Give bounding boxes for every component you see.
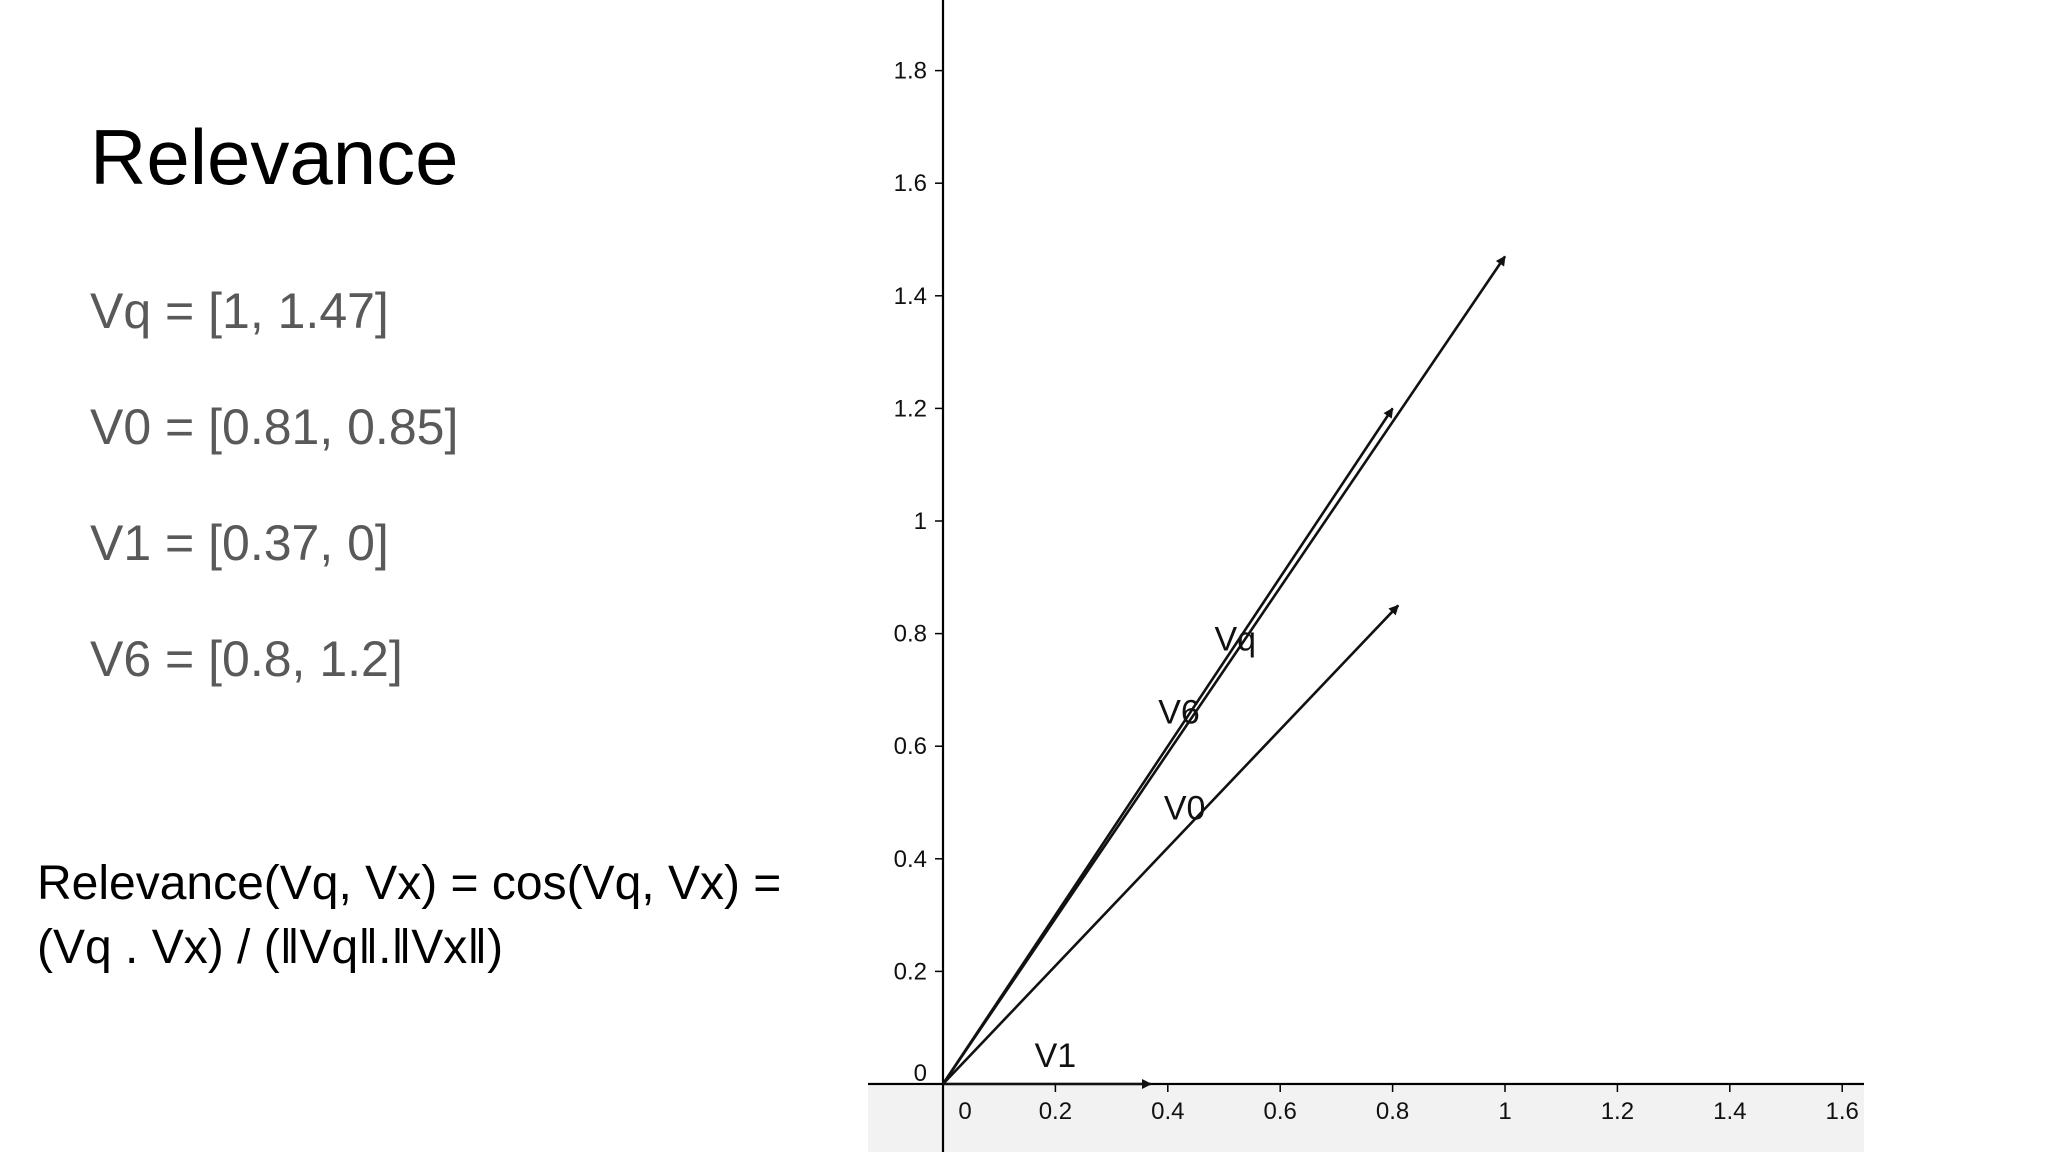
y-tick-label: 0.2 [894,958,927,985]
formula-line-1: Relevance(Vq, Vx) = cos(Vq, Vx) = [37,857,782,910]
x-tick-label: 0.8 [1376,1098,1409,1125]
vectors: Vq V6 V0 V1 [941,255,1507,1089]
y-tick-label: 1.8 [894,58,927,85]
ticks: 0 0.2 0.4 0.6 0.8 1 1.2 1.4 1.6 0 0.2 0.4 0.6 0.8 1 1.2… [894,58,1859,1125]
vector-arrow-v6 [941,407,1394,1085]
x-tick-label: 0.4 [1151,1098,1184,1125]
y-tick-label: 0.6 [894,733,927,760]
vector-arrow-v0 [942,604,1400,1085]
slide-title: Relevance [90,113,459,201]
y-tick-label: 1.2 [894,395,927,422]
vector-definition-vq: Vq = [1, 1.47] [90,283,389,339]
vector-definition-v0: V0 = [0.81, 0.85] [90,399,459,455]
y-tick-label: 0.4 [894,846,927,873]
vector-definition-v6: V6 = [0.8, 1.2] [90,631,403,687]
x-tick-label: 0.2 [1039,1098,1072,1125]
x-tick-label: 0.6 [1264,1098,1297,1125]
x-tick-label: 0 [958,1098,971,1125]
vector-label-vq: Vq [1214,620,1256,658]
vector-arrow-vq [941,255,1507,1085]
relevance-formula: Relevance(Vq, Vx) = cos(Vq, Vx) = (Vq . … [37,852,781,980]
y-tick-label: 0.8 [894,621,927,648]
formula-line-2: (Vq . Vx) / (‖Vq‖.‖Vx‖) [37,921,504,974]
x-tick-label: 1.4 [1713,1098,1746,1125]
x-tick-label: 1.6 [1826,1098,1859,1125]
y-tick-label: 1 [914,508,927,535]
y-tick-label: 1.6 [894,170,927,197]
x-tick-label: 1 [1498,1098,1511,1125]
y-tick-label: 0 [914,1060,927,1087]
x-axis-band [868,1086,1864,1152]
vector-label-v1: V1 [1035,1037,1077,1075]
vector-label-v0: V0 [1164,789,1206,827]
axes [868,0,1864,1152]
x-tick-label: 1.2 [1601,1098,1634,1125]
y-tick-label: 1.4 [894,283,927,310]
vector-definition-v1: V1 = [0.37, 0] [90,515,389,571]
vector-label-v6: V6 [1158,694,1200,732]
